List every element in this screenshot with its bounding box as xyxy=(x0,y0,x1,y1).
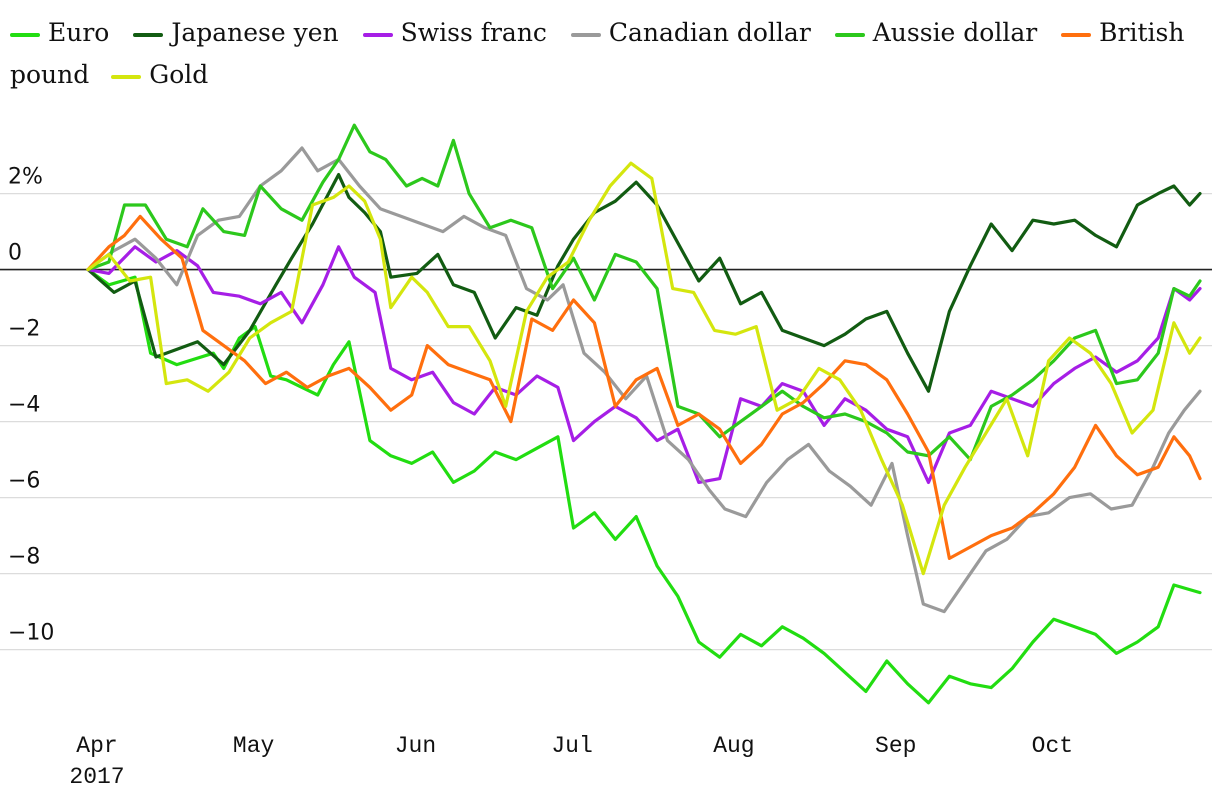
y-tick-label: −8 xyxy=(8,545,40,570)
y-axis: 2% 0 −2 −4 −6 −8 −10 xyxy=(8,165,54,646)
x-tick-label: Jul xyxy=(551,733,592,759)
legend-item-canadian-dollar[interactable]: Canadian dollar xyxy=(570,12,811,54)
x-tick-label: Oct xyxy=(1032,733,1073,759)
y-tick-label: −6 xyxy=(8,469,40,494)
legend-label-aussie-dollar: Aussie dollar xyxy=(872,18,1038,47)
legend-label-gold: Gold xyxy=(149,60,209,89)
legend-label-pound: pound xyxy=(10,60,90,89)
series-line-british-pound xyxy=(86,214,1202,560)
legend-label-canadian-dollar: Canadian dollar xyxy=(608,18,811,47)
legend-item-aussie-dollar[interactable]: Aussie dollar xyxy=(834,12,1038,54)
legend-label-euro: Euro xyxy=(48,18,110,47)
x-tick-label: Aug xyxy=(713,733,754,759)
y-tick-label: −2 xyxy=(8,317,40,342)
legend-swatch-aussie-dollar xyxy=(834,32,865,37)
legend-swatch-british-pound xyxy=(1061,32,1092,37)
series-layer xyxy=(86,123,1202,705)
legend-label-japanese-yen: Japanese yen xyxy=(171,18,339,47)
legend-swatch-gold xyxy=(111,74,142,79)
legend-item-gold[interactable]: Gold xyxy=(111,54,208,96)
x-tick-label: Jun xyxy=(395,733,436,759)
y-tick-label: −4 xyxy=(8,393,40,418)
legend-swatch-euro xyxy=(10,32,40,37)
legend-label-swiss-franc: Swiss franc xyxy=(400,18,547,47)
series-line-aussie-dollar xyxy=(86,123,1202,462)
y-tick-label: −10 xyxy=(8,621,54,646)
legend-label-british: British xyxy=(1099,18,1185,47)
x-tick-label: Sep xyxy=(875,733,916,759)
x-tick-label: Apr xyxy=(76,733,117,759)
legend-item-british-pound[interactable]: British pound xyxy=(10,18,1184,89)
chart-legend: Euro Japanese yen Swiss franc Canadian d… xyxy=(10,12,1215,96)
series-line-euro xyxy=(86,268,1202,705)
legend-swatch-canadian-dollar xyxy=(570,32,601,37)
legend-swatch-swiss-franc xyxy=(362,32,393,37)
series-line-gold xyxy=(86,161,1202,576)
legend-item-swiss-franc[interactable]: Swiss franc xyxy=(362,12,547,54)
series-line-swiss-franc xyxy=(86,245,1202,484)
legend-item-japanese-yen[interactable]: Japanese yen xyxy=(133,12,339,54)
x-year-label: 2017 xyxy=(69,764,124,790)
legend-swatch-japanese-yen xyxy=(133,32,164,37)
y-tick-label: 2% xyxy=(8,165,43,190)
x-tick-label: May xyxy=(233,733,275,759)
legend-item-euro[interactable]: Euro xyxy=(10,12,109,54)
x-axis: Apr May Jun Jul Aug Sep Oct 2017 xyxy=(69,733,1073,790)
y-tick-label: 0 xyxy=(8,241,22,266)
